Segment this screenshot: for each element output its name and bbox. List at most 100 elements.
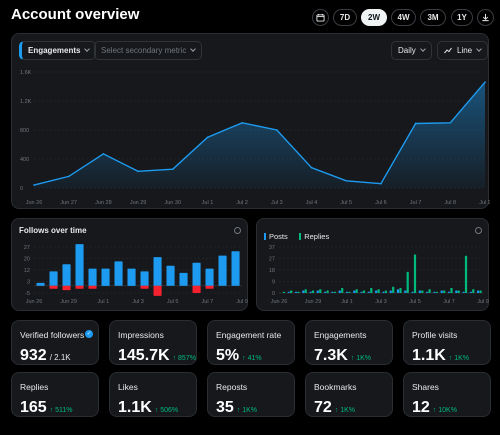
bar-posts[interactable] — [396, 289, 400, 293]
bar-follows[interactable] — [127, 268, 136, 286]
bar-replies[interactable] — [413, 254, 417, 294]
bar-posts[interactable] — [345, 291, 349, 293]
primary-metric-select[interactable]: Engagements — [19, 41, 97, 60]
bar-replies[interactable] — [384, 290, 387, 294]
bar-replies[interactable] — [472, 289, 475, 293]
range-2w-button[interactable]: 2W — [361, 9, 387, 26]
bar-posts[interactable] — [360, 291, 363, 293]
metric-tile[interactable]: Shares 12 ↑ 10K% — [403, 372, 491, 417]
download-button[interactable] — [477, 9, 494, 26]
bar-follows[interactable] — [49, 271, 58, 286]
bar-replies[interactable] — [406, 271, 409, 293]
bar-replies[interactable] — [377, 289, 380, 293]
bar-posts[interactable] — [411, 291, 414, 293]
bar-unfollows[interactable] — [205, 285, 214, 289]
bar-unfollows[interactable] — [192, 285, 201, 293]
bar-replies[interactable] — [319, 289, 322, 293]
bar-unfollows[interactable] — [75, 285, 84, 289]
bar-posts[interactable] — [404, 290, 407, 294]
bar-posts[interactable] — [440, 290, 443, 294]
bar-posts[interactable] — [455, 290, 458, 294]
bar-replies[interactable] — [326, 290, 329, 294]
bar-posts[interactable] — [382, 291, 385, 293]
bar-replies[interactable] — [362, 290, 366, 294]
bar-replies[interactable] — [421, 290, 424, 294]
legend-replies[interactable]: Replies — [299, 232, 329, 241]
metric-tile[interactable]: Engagements 7.3K ↑ 1K% — [305, 320, 393, 365]
bar-posts[interactable] — [287, 291, 290, 293]
bar-replies[interactable] — [443, 290, 446, 294]
secondary-metric-select[interactable]: Select secondary metric — [94, 41, 203, 60]
bar-posts[interactable] — [353, 290, 356, 294]
bar-replies[interactable] — [370, 288, 373, 293]
bar-follows[interactable] — [205, 268, 214, 286]
metric-tile[interactable]: Bookmarks 72 ↑ 1K% — [305, 372, 393, 417]
bar-replies[interactable] — [311, 290, 315, 294]
bar-replies[interactable] — [479, 290, 482, 294]
bar-unfollows[interactable] — [140, 285, 149, 289]
bar-replies[interactable] — [457, 290, 460, 294]
bar-follows[interactable] — [101, 268, 110, 286]
bar-posts[interactable] — [302, 290, 305, 294]
bar-replies[interactable] — [348, 291, 351, 293]
bar-posts[interactable] — [316, 290, 319, 294]
calendar-button[interactable] — [312, 9, 329, 26]
bar-follows[interactable] — [62, 264, 71, 286]
bar-posts[interactable] — [389, 290, 392, 294]
bar-follows[interactable] — [36, 282, 45, 286]
range-4w-button[interactable]: 4W — [391, 9, 416, 26]
bar-posts[interactable] — [294, 291, 298, 293]
bar-replies[interactable] — [282, 291, 285, 293]
bar-posts[interactable] — [331, 291, 334, 293]
bar-follows[interactable] — [179, 272, 188, 286]
bar-replies[interactable] — [333, 291, 336, 293]
metric-tile[interactable]: Impressions 145.7K ↑ 857% — [109, 320, 197, 365]
range-1y-button[interactable]: 1Y — [451, 9, 473, 26]
bar-replies[interactable] — [290, 290, 293, 294]
metric-tile[interactable]: Profile visits 1.1K ↑ 1K% — [403, 320, 491, 365]
bar-posts[interactable] — [338, 290, 341, 294]
range-3m-button[interactable]: 3M — [420, 9, 446, 26]
bar-follows[interactable] — [192, 262, 201, 286]
interval-select[interactable]: Daily — [391, 41, 432, 60]
bar-follows[interactable] — [140, 271, 149, 286]
metric-tile[interactable]: Replies 165 ↑ 511% — [11, 372, 99, 417]
bar-unfollows[interactable] — [153, 285, 162, 296]
legend-posts[interactable]: Posts — [264, 232, 288, 241]
bar-posts[interactable] — [375, 290, 378, 294]
info-icon[interactable] — [234, 227, 241, 234]
bar-posts[interactable] — [418, 290, 421, 294]
bar-replies[interactable] — [399, 288, 402, 293]
metric-tile[interactable]: Reposts 35 ↑ 1K% — [207, 372, 295, 417]
bar-replies[interactable] — [304, 289, 307, 293]
range-7d-button[interactable]: 7D — [333, 9, 357, 26]
bar-follows[interactable] — [88, 268, 97, 286]
bar-unfollows[interactable] — [62, 285, 71, 291]
bar-replies[interactable] — [355, 289, 358, 293]
bar-follows[interactable] — [231, 251, 240, 286]
bar-posts[interactable] — [426, 291, 429, 293]
bar-posts[interactable] — [477, 290, 480, 294]
info-icon[interactable] — [475, 227, 482, 234]
bar-follows[interactable] — [166, 265, 175, 286]
metric-tile[interactable]: Engagement rate 5% ↑ 41% — [207, 320, 295, 365]
bar-follows[interactable] — [114, 261, 123, 286]
bar-unfollows[interactable] — [49, 285, 58, 289]
bar-posts[interactable] — [447, 291, 451, 293]
bar-follows[interactable] — [75, 244, 84, 286]
bar-unfollows[interactable] — [88, 285, 97, 289]
bar-posts[interactable] — [324, 291, 327, 293]
bar-replies[interactable] — [464, 255, 468, 293]
bar-replies[interactable] — [450, 288, 453, 293]
chart-style-select[interactable]: Line — [437, 41, 489, 60]
bar-posts[interactable] — [433, 291, 436, 293]
metric-tile[interactable]: Likes 1.1K ↑ 506% — [109, 372, 197, 417]
bar-replies[interactable] — [435, 291, 438, 293]
bar-follows[interactable] — [153, 257, 162, 286]
bar-replies[interactable] — [392, 286, 395, 293]
bar-replies[interactable] — [428, 289, 431, 293]
bar-posts[interactable] — [367, 291, 370, 293]
metric-tile[interactable]: Verified followers ✓ 932/ 2.1K — [11, 320, 99, 365]
bar-posts[interactable] — [309, 291, 312, 293]
bar-posts[interactable] — [469, 291, 472, 293]
